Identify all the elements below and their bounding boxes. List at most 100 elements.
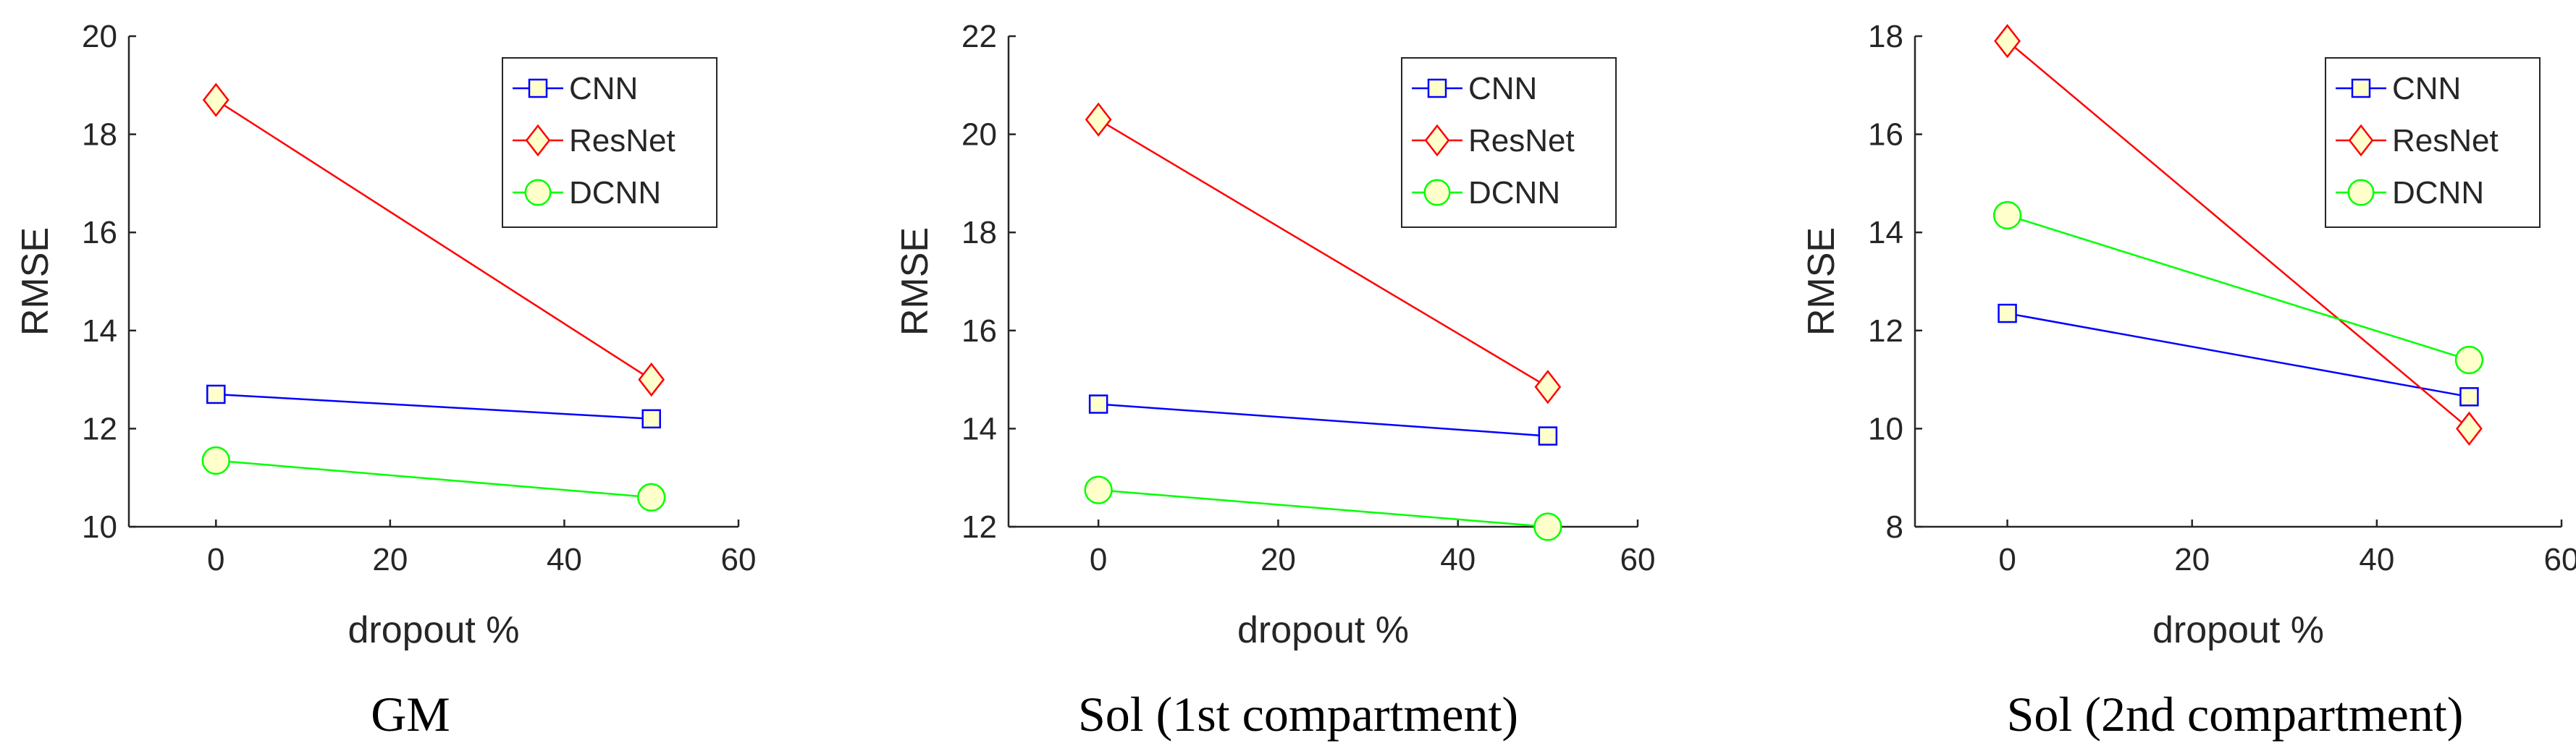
- legend-label: CNN: [2392, 71, 2461, 106]
- data-point-dcnn-0: [1992, 200, 2022, 230]
- chart-panel-1: 0 20 40 60 10 12 14 16 18 20 dropout % RMSE GM CNN Res…: [14, 19, 756, 742]
- data-point-cnn-0: [1088, 394, 1108, 414]
- y-tick-label: 20: [82, 19, 117, 54]
- y-tick-label: 16: [1868, 117, 1903, 153]
- x-tick-label: 20: [2174, 542, 2210, 577]
- data-point-resnet-1: [1534, 370, 1562, 404]
- legend-marker: [1424, 124, 1450, 157]
- x-tick-label: 0: [1998, 542, 2016, 577]
- series-dcnn: [201, 446, 666, 512]
- y-tick-label: 14: [961, 411, 997, 446]
- legend: CNN ResNet DCNN: [2325, 57, 2541, 228]
- legend-label: DCNN: [2392, 175, 2484, 211]
- series-line-resnet: [1098, 119, 1549, 388]
- x-tick-label: 20: [372, 542, 408, 577]
- y-tick-label: 20: [961, 117, 997, 153]
- chart-panel-3: 0 20 40 60 8 10 12 14 16 18 dropout % RMSE Sol (2nd …: [1801, 19, 2576, 742]
- chart-caption: GM: [371, 687, 450, 742]
- legend-entry-resnet: ResNet: [2336, 123, 2499, 158]
- y-tick-label: 12: [961, 509, 997, 545]
- legend-marker: [1423, 179, 1451, 206]
- x-tick-label: 40: [2359, 542, 2394, 577]
- series-dcnn: [1084, 475, 1562, 541]
- series-line-resnet: [2006, 40, 2470, 430]
- series-dcnn: [1992, 200, 2484, 375]
- chart-caption: Sol (2nd compartment): [2007, 687, 2464, 742]
- x-tick-label: 20: [1260, 542, 1296, 577]
- data-point-dcnn-1: [637, 483, 666, 512]
- legend: CNN ResNet DCNN: [502, 57, 717, 228]
- data-point-resnet-0: [202, 82, 230, 117]
- y-tick-label: 8: [1886, 509, 1903, 545]
- series-line-dcnn: [216, 459, 652, 499]
- data-point-dcnn-0: [1084, 475, 1113, 504]
- y-axis-label: RMSE: [1801, 227, 1843, 336]
- x-tick-label: 40: [547, 542, 582, 577]
- data-point-cnn-1: [641, 409, 661, 429]
- x-tick-label: 60: [1620, 542, 1656, 577]
- legend-marker: [2351, 78, 2371, 98]
- series-line-dcnn: [2007, 214, 2470, 361]
- series-resnet: [1994, 24, 2483, 446]
- y-axis-label: RMSE: [14, 227, 56, 336]
- data-point-resnet-0: [1085, 102, 1112, 137]
- y-tick-label: 12: [82, 411, 117, 446]
- x-axis-label: dropout %: [2152, 609, 2324, 651]
- legend-label: CNN: [1468, 71, 1537, 106]
- legend-entry-dcnn: DCNN: [1412, 175, 1560, 211]
- y-tick-label: 18: [961, 215, 997, 250]
- chart-caption: Sol (1st compartment): [1078, 687, 1518, 742]
- data-point-resnet-1: [2456, 411, 2483, 446]
- legend-entry-cnn: CNN: [1412, 71, 1537, 106]
- data-point-resnet-0: [1994, 24, 2021, 59]
- legend-label: DCNN: [569, 175, 661, 211]
- y-tick-label: 22: [961, 19, 997, 54]
- y-tick-label: 14: [82, 313, 117, 349]
- legend-entry-resnet: ResNet: [1412, 123, 1575, 158]
- legend-marker: [524, 179, 552, 206]
- legend-label: CNN: [569, 71, 638, 106]
- data-point-dcnn-1: [2454, 345, 2484, 375]
- data-point-cnn-1: [2459, 387, 2479, 407]
- series-resnet: [1085, 102, 1562, 404]
- legend-marker: [528, 78, 548, 98]
- y-tick-label: 10: [1868, 411, 1903, 446]
- legend-label: ResNet: [1468, 123, 1575, 158]
- data-point-resnet-1: [638, 362, 665, 397]
- x-tick-label: 0: [207, 542, 224, 577]
- legend-entry-dcnn: DCNN: [513, 175, 661, 211]
- legend: CNN ResNet DCNN: [1401, 57, 1617, 228]
- y-tick-label: 16: [82, 215, 117, 250]
- series-line-cnn: [216, 393, 652, 420]
- legend-label: ResNet: [2392, 123, 2499, 158]
- series-cnn: [1998, 303, 2479, 407]
- y-tick-label: 18: [82, 117, 117, 153]
- legend-entry-resnet: ResNet: [513, 123, 675, 158]
- data-point-dcnn-0: [201, 446, 230, 475]
- legend-marker: [2347, 179, 2375, 206]
- y-tick-label: 12: [1868, 313, 1903, 349]
- series-line-cnn: [1098, 403, 1548, 437]
- y-tick-label: 14: [1868, 215, 1903, 250]
- y-tick-label: 18: [1868, 19, 1903, 54]
- series-line-cnn: [2007, 312, 2470, 398]
- series-line-dcnn: [1098, 488, 1548, 528]
- y-axis-label: RMSE: [894, 227, 936, 336]
- legend-label: ResNet: [569, 123, 675, 158]
- series-resnet: [202, 82, 665, 397]
- y-tick-label: 10: [82, 509, 117, 545]
- chart-panel-2: 0 20 40 60 12 14 16 18 20 22 dropout % RMSE Sol (1st…: [894, 19, 1655, 742]
- data-point-dcnn-1: [1533, 512, 1562, 541]
- legend-marker: [2348, 124, 2374, 157]
- x-tick-label: 60: [2544, 542, 2576, 577]
- y-tick-label: 16: [961, 313, 997, 349]
- x-axis-label: dropout %: [348, 609, 519, 651]
- legend-entry-dcnn: DCNN: [2336, 175, 2484, 211]
- x-axis-label: dropout %: [1237, 609, 1409, 651]
- series-cnn: [1088, 394, 1558, 446]
- data-point-cnn-0: [1998, 303, 2017, 323]
- legend-entry-cnn: CNN: [513, 71, 638, 106]
- series-cnn: [206, 384, 661, 429]
- legend-label: DCNN: [1468, 175, 1560, 211]
- data-point-cnn-0: [206, 384, 226, 404]
